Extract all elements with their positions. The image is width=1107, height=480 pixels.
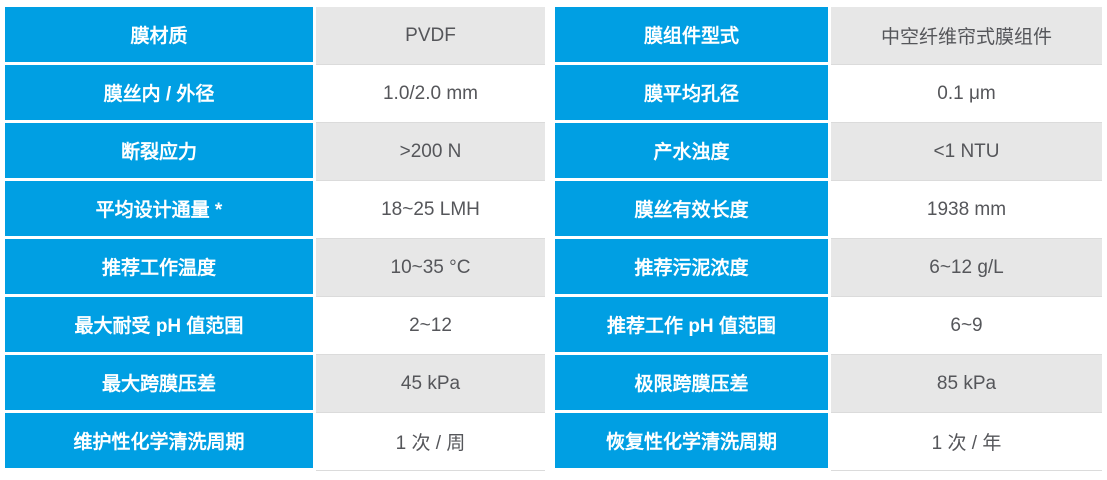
table-row: 断裂应力 >200 N 产水浊度 <1 NTU	[5, 123, 1102, 181]
spec-label-cell: 极限跨膜压差	[555, 355, 828, 410]
table-row: 膜材质 PVDF 膜组件型式 中空纤维帘式膜组件	[5, 7, 1102, 65]
spec-label-cell: 维护性化学清洗周期	[5, 413, 313, 468]
spec-value-cell: 6~9	[831, 297, 1102, 355]
spec-label-cell: 最大跨膜压差	[5, 355, 313, 410]
spec-value-cell: >200 N	[316, 123, 545, 181]
table-row: 最大耐受 pH 值范围 2~12 推荐工作 pH 值范围 6~9	[5, 297, 1102, 355]
spec-value-cell: PVDF	[316, 7, 545, 65]
table-row: 平均设计通量 * 18~25 LMH 膜丝有效长度 1938 mm	[5, 181, 1102, 239]
spec-value-cell: 2~12	[316, 297, 545, 355]
spec-value-cell: 18~25 LMH	[316, 181, 545, 239]
table-row: 膜丝内 / 外径 1.0/2.0 mm 膜平均孔径 0.1 μm	[5, 65, 1102, 123]
spec-label-cell: 最大耐受 pH 值范围	[5, 297, 313, 352]
spec-value-cell: <1 NTU	[831, 123, 1102, 181]
table-row: 推荐工作温度 10~35 °C 推荐污泥浓度 6~12 g/L	[5, 239, 1102, 297]
spec-label-cell: 膜平均孔径	[555, 65, 828, 120]
spec-value-cell: 10~35 °C	[316, 239, 545, 297]
spec-value-cell: 1.0/2.0 mm	[316, 65, 545, 123]
spec-label-cell: 膜组件型式	[555, 7, 828, 62]
spec-value-cell: 85 kPa	[831, 355, 1102, 413]
spec-value-cell: 1 次 / 年	[831, 413, 1102, 471]
spec-label-cell: 膜丝内 / 外径	[5, 65, 313, 120]
spec-value-cell: 6~12 g/L	[831, 239, 1102, 297]
spec-label-cell: 推荐污泥浓度	[555, 239, 828, 294]
spec-value-cell: 中空纤维帘式膜组件	[831, 7, 1102, 65]
table-row: 维护性化学清洗周期 1 次 / 周 恢复性化学清洗周期 1 次 / 年	[5, 413, 1102, 471]
spec-value-cell: 45 kPa	[316, 355, 545, 413]
spec-label-cell: 推荐工作 pH 值范围	[555, 297, 828, 352]
spec-label-cell: 断裂应力	[5, 123, 313, 178]
spec-value-cell: 1938 mm	[831, 181, 1102, 239]
spec-label-cell: 恢复性化学清洗周期	[555, 413, 828, 468]
spec-value-cell: 0.1 μm	[831, 65, 1102, 123]
spec-label-cell: 膜丝有效长度	[555, 181, 828, 236]
spec-label-cell: 膜材质	[5, 7, 313, 62]
spec-label-cell: 产水浊度	[555, 123, 828, 178]
spec-label-cell: 平均设计通量 *	[5, 181, 313, 236]
spec-value-cell: 1 次 / 周	[316, 413, 545, 471]
spec-label-cell: 推荐工作温度	[5, 239, 313, 294]
table-row: 最大跨膜压差 45 kPa 极限跨膜压差 85 kPa	[5, 355, 1102, 413]
